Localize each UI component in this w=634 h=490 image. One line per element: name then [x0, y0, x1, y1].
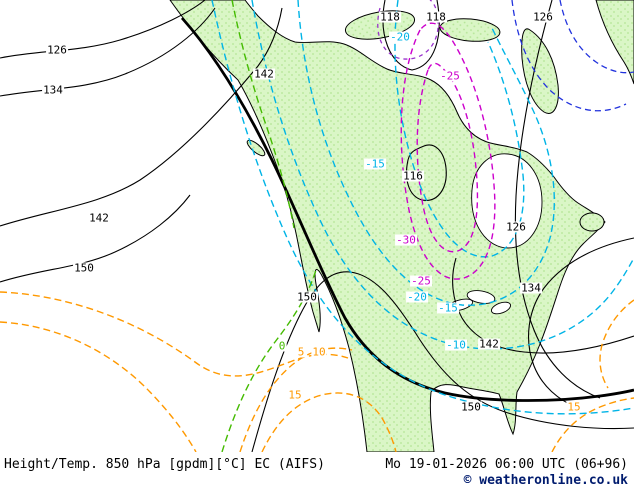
great-lake [490, 301, 512, 315]
map-title: Height/Temp. 850 hPa [gpdm][°C] EC (AIFS… [4, 457, 325, 472]
baffin-island [521, 28, 559, 114]
land-area [169, 0, 634, 452]
hudson-bay [471, 153, 543, 249]
arctic-island [344, 10, 416, 40]
weather-map [0, 0, 634, 452]
valid-time: Mo 19-01-2026 06:00 UTC (06+96) [385, 457, 628, 472]
greenland [595, 0, 634, 85]
temp-contours-blue [511, 0, 634, 112]
bold-height-contour [180, 17, 634, 402]
arctic-island [439, 18, 501, 42]
temp-contour-purple [377, 0, 439, 60]
watermark: © weatheronline.co.uk [463, 473, 628, 488]
caption-bar: Height/Temp. 850 hPa [gpdm][°C] EC (AIFS… [0, 452, 634, 490]
newfoundland-island [579, 212, 605, 232]
temp-contours-cyan [211, 0, 634, 415]
height-contours [0, 0, 634, 452]
temp-contours-orange [0, 291, 634, 452]
great-lake [466, 290, 496, 304]
